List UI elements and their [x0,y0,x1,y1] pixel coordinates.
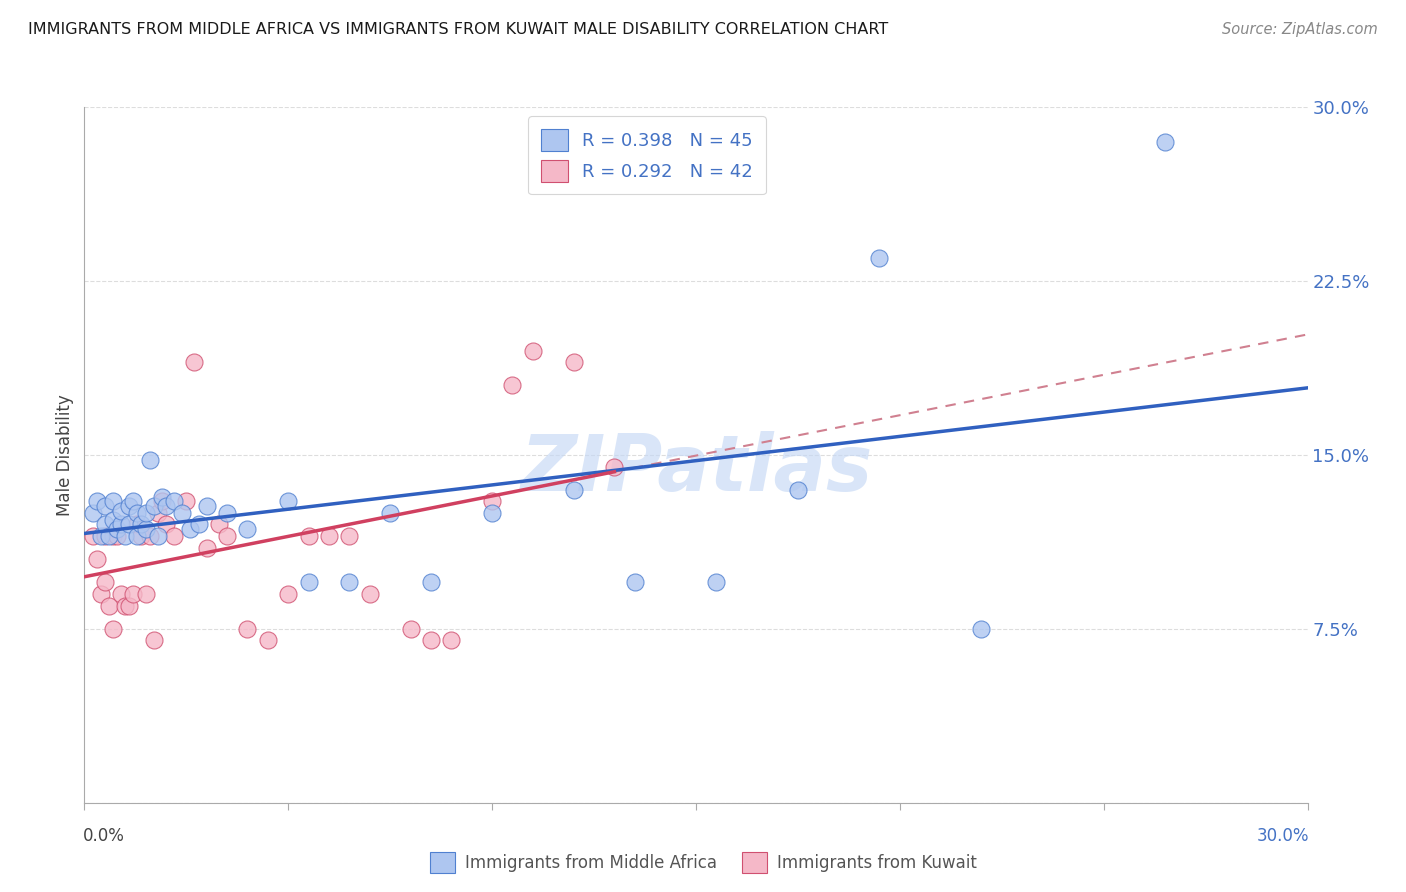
Point [440,633,463,648]
Point [277,494,299,508]
Point [706,575,728,590]
Point [150,490,173,504]
Point [82,506,104,520]
Point [82,529,104,543]
Text: 0.0%: 0.0% [83,827,125,845]
Point [114,599,136,613]
Point [869,251,891,265]
Point [105,522,128,536]
Point [217,506,239,520]
Point [110,517,132,532]
Point [150,494,173,508]
Point [787,483,810,497]
Point [359,587,381,601]
Point [122,494,145,508]
Point [135,587,157,601]
Point [105,529,128,543]
Text: ZIPatlas: ZIPatlas [520,431,872,507]
Point [90,529,112,543]
Legend: Immigrants from Middle Africa, Immigrants from Kuwait: Immigrants from Middle Africa, Immigrant… [423,846,983,880]
Point [114,529,136,543]
Point [146,529,169,543]
Point [522,343,544,358]
Point [142,499,165,513]
Point [502,378,524,392]
Point [122,587,145,601]
Point [118,499,141,513]
Legend: R = 0.398   N = 45, R = 0.292   N = 42: R = 0.398 N = 45, R = 0.292 N = 42 [529,116,766,194]
Point [155,499,177,513]
Point [195,541,218,555]
Point [138,452,160,467]
Point [101,494,124,508]
Point [101,513,124,527]
Point [339,529,361,543]
Y-axis label: Male Disability: Male Disability [56,394,75,516]
Point [183,355,205,369]
Point [257,633,280,648]
Point [603,459,626,474]
Point [208,517,231,532]
Point [90,587,112,601]
Point [97,599,120,613]
Point [131,529,153,543]
Point [236,522,259,536]
Point [163,529,186,543]
Point [298,529,321,543]
Point [176,494,198,508]
Point [127,529,149,543]
Point [187,517,209,532]
Point [298,575,321,590]
Point [127,506,149,520]
Point [135,506,157,520]
Point [93,529,117,543]
Point [195,499,218,513]
Point [101,529,124,543]
Point [138,529,160,543]
Point [236,622,259,636]
Point [131,517,153,532]
Point [562,483,585,497]
Point [179,522,201,536]
Point [217,529,239,543]
Point [93,575,117,590]
Point [110,503,132,517]
Point [155,517,177,532]
Point [93,499,117,513]
Point [93,517,117,532]
Point [339,575,361,590]
Point [481,506,503,520]
Point [127,517,149,532]
Point [97,529,120,543]
Point [172,506,194,520]
Point [86,552,108,566]
Point [481,494,503,508]
Text: Source: ZipAtlas.com: Source: ZipAtlas.com [1222,22,1378,37]
Point [277,587,299,601]
Point [135,522,157,536]
Point [970,622,993,636]
Point [1154,135,1177,149]
Point [163,494,186,508]
Point [118,517,141,532]
Point [420,633,443,648]
Point [420,575,443,590]
Point [318,529,340,543]
Point [86,494,108,508]
Point [110,587,132,601]
Point [101,622,124,636]
Point [380,506,402,520]
Point [399,622,422,636]
Text: 30.0%: 30.0% [1257,827,1309,845]
Point [118,599,141,613]
Point [146,506,169,520]
Point [624,575,647,590]
Text: IMMIGRANTS FROM MIDDLE AFRICA VS IMMIGRANTS FROM KUWAIT MALE DISABILITY CORRELAT: IMMIGRANTS FROM MIDDLE AFRICA VS IMMIGRA… [28,22,889,37]
Point [562,355,585,369]
Point [142,633,165,648]
